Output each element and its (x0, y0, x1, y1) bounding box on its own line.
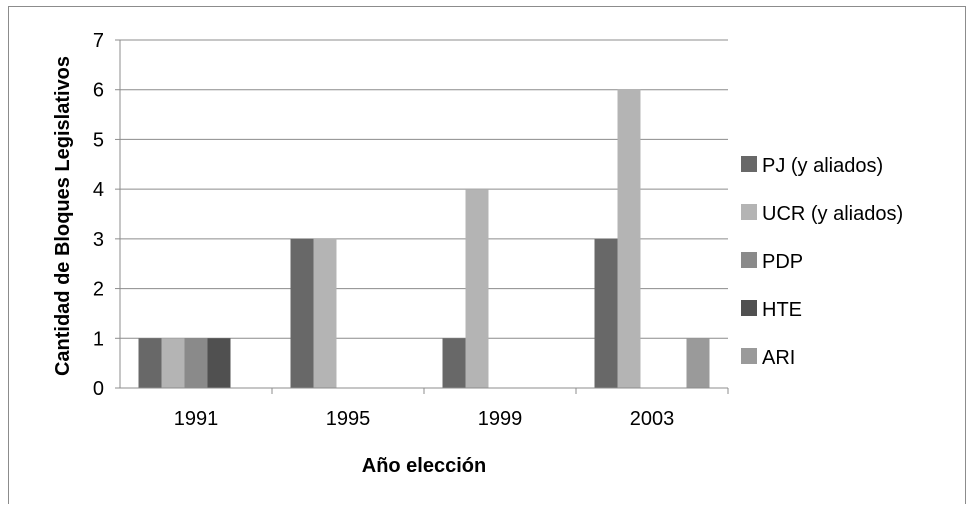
legend-label: PJ (y aliados) (762, 155, 883, 177)
x-axis-ticks: 1991 1995 1999 2003 (174, 388, 729, 430)
legend-swatch (741, 204, 757, 220)
bar-ucr-y-aliados-1991 (161, 338, 185, 388)
legend-label: HTE (762, 299, 802, 321)
bar-ari-2003 (686, 338, 710, 388)
chart-frame (8, 6, 966, 504)
legend-swatch (741, 252, 757, 268)
x-tick-label: 1991 (174, 408, 219, 430)
legend-label: UCR (y aliados) (762, 203, 903, 225)
legend-label: PDP (762, 251, 803, 273)
y-tick-label: 1 (93, 328, 104, 350)
x-tick-label: 2003 (630, 408, 675, 430)
legend-swatch (741, 300, 757, 316)
y-tick-label: 0 (93, 378, 104, 400)
bar-pj-y-aliados-1999 (442, 338, 466, 388)
y-tick-label: 5 (93, 129, 104, 151)
bar-ucr-y-aliados-2003 (617, 89, 641, 388)
x-axis-title: Año elección (362, 455, 486, 477)
x-tick-label: 1999 (478, 408, 523, 430)
y-tick-label: 3 (93, 229, 104, 251)
y-axis-title: Cantidad de Bloques Legislativos (52, 56, 74, 376)
y-tick-label: 4 (93, 179, 104, 201)
bar-pj-y-aliados-2003 (594, 238, 618, 388)
y-tick-label: 7 (93, 30, 104, 52)
bar-ucr-y-aliados-1995 (313, 238, 337, 388)
y-axis-ticks: 0 1 2 3 4 5 6 7 (93, 30, 120, 400)
bar-pj-y-aliados-1991 (138, 338, 162, 388)
x-tick-label: 1995 (326, 408, 371, 430)
legend-label: ARI (762, 347, 795, 369)
legend-swatch (741, 156, 757, 172)
bar-pdp-1991 (184, 338, 208, 388)
y-tick-label: 2 (93, 279, 104, 301)
bar-ucr-y-aliados-1999 (465, 189, 489, 388)
bar-pj-y-aliados-1995 (290, 238, 314, 388)
legend-swatch (741, 348, 757, 364)
bars (138, 89, 710, 388)
y-tick-label: 6 (93, 80, 104, 102)
bar-hte-1991 (207, 338, 231, 388)
legend: PJ (y aliados) UCR (y aliados) PDP HTE ARI (741, 155, 903, 369)
